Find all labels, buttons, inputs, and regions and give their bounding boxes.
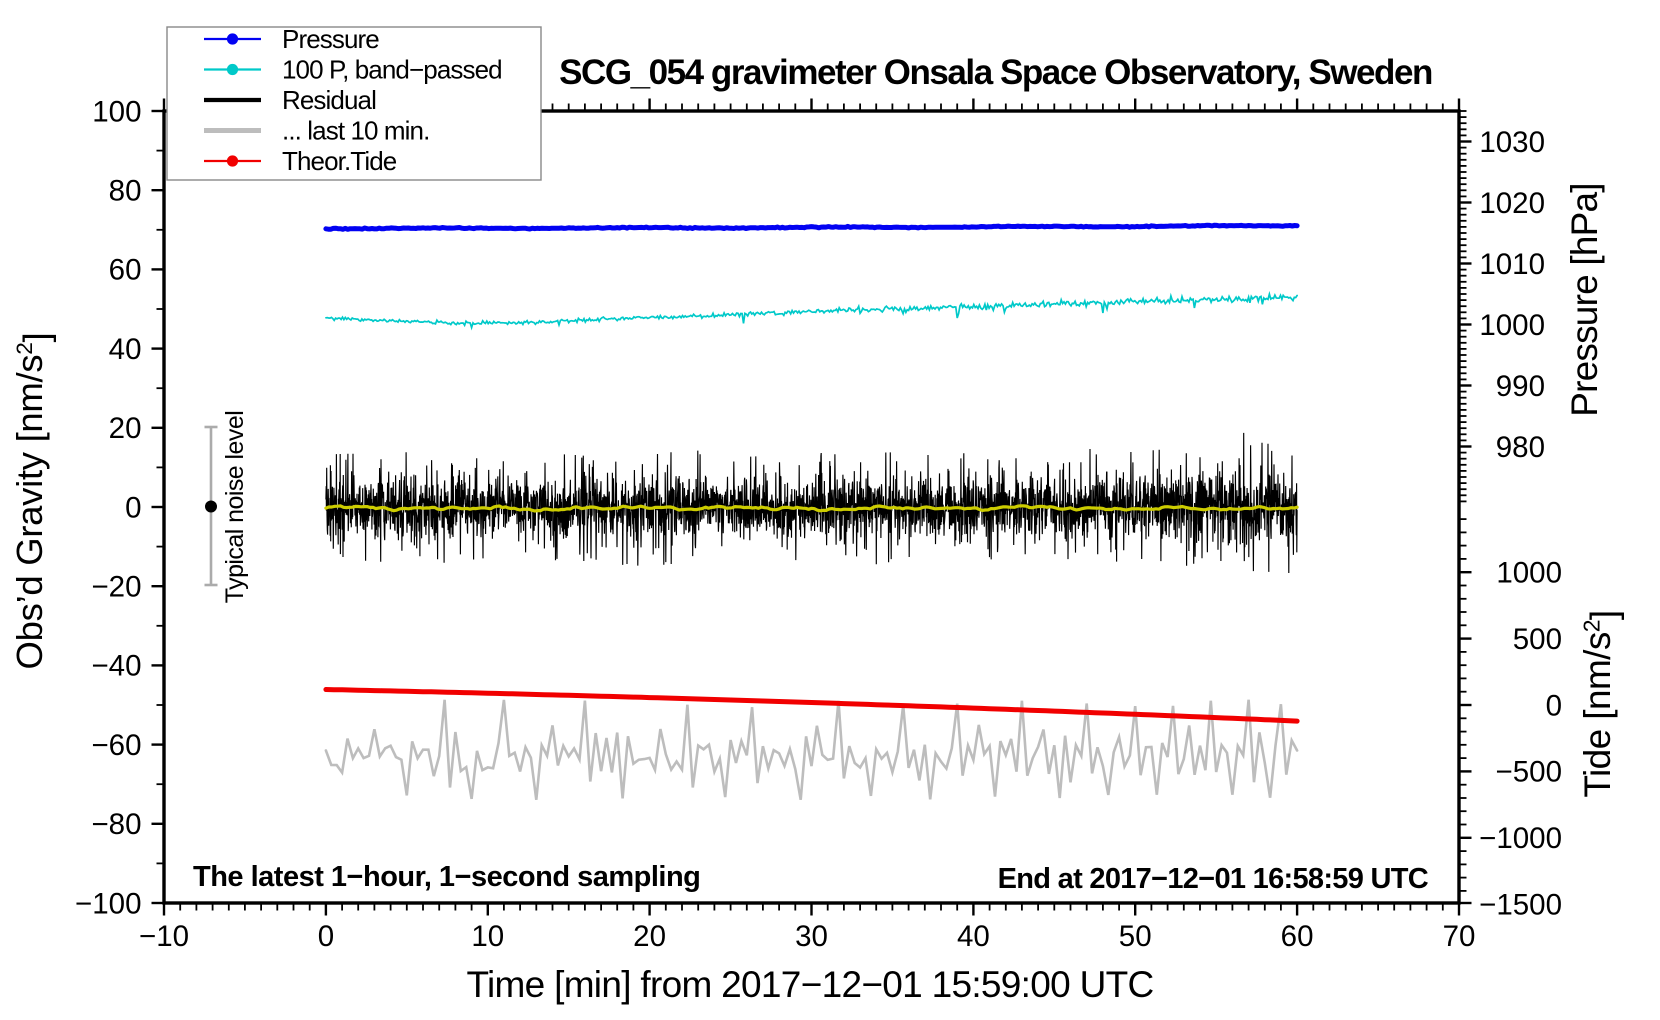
svg-text:Theor.Tide: Theor.Tide xyxy=(282,146,397,176)
svg-text:1020: 1020 xyxy=(1479,187,1545,220)
svg-text:Residual: Residual xyxy=(282,85,376,115)
svg-text:Pressure: Pressure xyxy=(282,24,379,54)
svg-text:30: 30 xyxy=(795,920,828,953)
svg-text:500: 500 xyxy=(1513,623,1562,656)
svg-text:980: 980 xyxy=(1496,431,1545,464)
svg-text:−1500: −1500 xyxy=(1479,889,1562,922)
svg-text:SCG_054 gravimeter Onsala Spac: SCG_054 gravimeter Onsala Space Observat… xyxy=(559,53,1432,92)
svg-text:Tide [nm/s2]: Tide [nm/s2] xyxy=(1577,610,1624,797)
svg-text:0: 0 xyxy=(318,920,334,953)
svg-text:−80: −80 xyxy=(91,808,141,841)
svg-text:20: 20 xyxy=(109,412,142,445)
svg-text:0: 0 xyxy=(1546,689,1562,722)
svg-text:−40: −40 xyxy=(91,650,141,683)
svg-text:End at 2017−12−01 16:58:59 UTC: End at 2017−12−01 16:58:59 UTC xyxy=(998,863,1429,895)
svg-text:1000: 1000 xyxy=(1479,309,1545,342)
svg-text:The latest 1−hour, 1−second sa: The latest 1−hour, 1−second sampling xyxy=(193,861,700,893)
svg-text:1010: 1010 xyxy=(1479,248,1545,281)
svg-text:20: 20 xyxy=(633,920,666,953)
svg-text:100: 100 xyxy=(92,95,141,128)
svg-text:−1000: −1000 xyxy=(1479,822,1562,855)
svg-text:1000: 1000 xyxy=(1496,557,1562,590)
svg-text:80: 80 xyxy=(109,175,142,208)
svg-text:−100: −100 xyxy=(75,887,141,920)
svg-text:40: 40 xyxy=(109,333,142,366)
svg-text:990: 990 xyxy=(1496,370,1545,403)
svg-text:Obs’d Gravity [nm/s2]: Obs’d Gravity [nm/s2] xyxy=(9,333,56,670)
svg-text:... last 10 min.: ... last 10 min. xyxy=(282,116,429,146)
svg-text:1030: 1030 xyxy=(1479,126,1545,159)
svg-text:−10: −10 xyxy=(139,920,189,953)
svg-text:−20: −20 xyxy=(91,571,141,604)
svg-text:Pressure [hPa]: Pressure [hPa] xyxy=(1564,183,1605,417)
svg-text:10: 10 xyxy=(471,920,504,953)
svg-text:−500: −500 xyxy=(1496,756,1562,789)
svg-text:100 P, band−passed: 100 P, band−passed xyxy=(282,55,502,85)
svg-text:50: 50 xyxy=(1119,920,1152,953)
svg-text:Time [min] from 2017−12−01 15:: Time [min] from 2017−12−01 15:59:00 UTC xyxy=(466,964,1153,1005)
svg-text:0: 0 xyxy=(125,491,141,524)
svg-text:70: 70 xyxy=(1443,920,1476,953)
svg-text:40: 40 xyxy=(957,920,990,953)
svg-text:Typical noise level: Typical noise level xyxy=(221,411,249,603)
svg-text:60: 60 xyxy=(109,254,142,287)
svg-text:60: 60 xyxy=(1281,920,1314,953)
svg-text:−60: −60 xyxy=(91,729,141,762)
